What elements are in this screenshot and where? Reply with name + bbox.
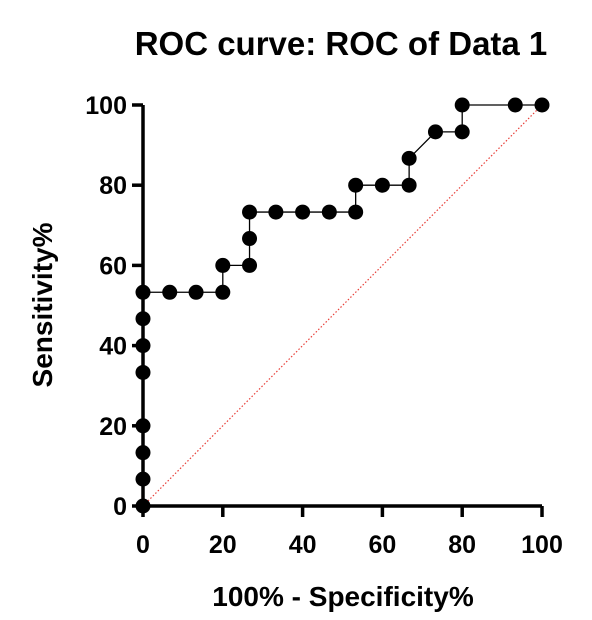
data-point [242, 204, 258, 220]
y-tick-label: 80 [99, 172, 127, 200]
data-point [427, 124, 443, 140]
y-axis-ticks: 0 20 40 60 80 100 [85, 92, 143, 521]
x-tick-label: 60 [368, 531, 396, 559]
data-point [374, 177, 390, 193]
x-tick-label: 80 [448, 531, 476, 559]
x-tick-label: 0 [136, 531, 150, 559]
data-point [242, 257, 258, 273]
data-point [135, 284, 151, 300]
data-point [507, 97, 523, 113]
data-point [295, 204, 311, 220]
y-tick-label: 0 [113, 493, 127, 521]
data-point [268, 204, 284, 220]
data-point [215, 257, 231, 273]
data-point [162, 284, 178, 300]
y-tick-label: 40 [99, 333, 127, 361]
data-point [135, 311, 151, 327]
reference-line [142, 104, 543, 507]
chart-title: ROC curve: ROC of Data 1 [135, 25, 548, 62]
data-point [135, 471, 151, 487]
x-axis-label: 100% - Specificity% [212, 581, 474, 612]
x-tick-label: 100 [521, 531, 563, 559]
data-point [534, 97, 550, 113]
y-axis-label: Sensitivity% [27, 222, 58, 387]
plot-area [135, 97, 550, 514]
x-tick-label: 40 [289, 531, 317, 559]
data-point [188, 284, 204, 300]
data-point [348, 204, 364, 220]
data-point [348, 177, 364, 193]
data-point [242, 231, 258, 247]
data-point [135, 364, 151, 380]
data-point [215, 284, 231, 300]
y-tick-label: 60 [99, 252, 127, 280]
y-tick-label: 20 [99, 413, 127, 441]
y-tick-label: 100 [85, 92, 127, 120]
data-point [135, 445, 151, 461]
data-point [401, 177, 417, 193]
x-tick-label: 20 [209, 531, 237, 559]
data-point [401, 150, 417, 166]
x-axis-ticks: 0 20 40 60 80 100 [136, 506, 563, 559]
data-point [454, 97, 470, 113]
data-point [454, 124, 470, 140]
data-point [321, 204, 337, 220]
